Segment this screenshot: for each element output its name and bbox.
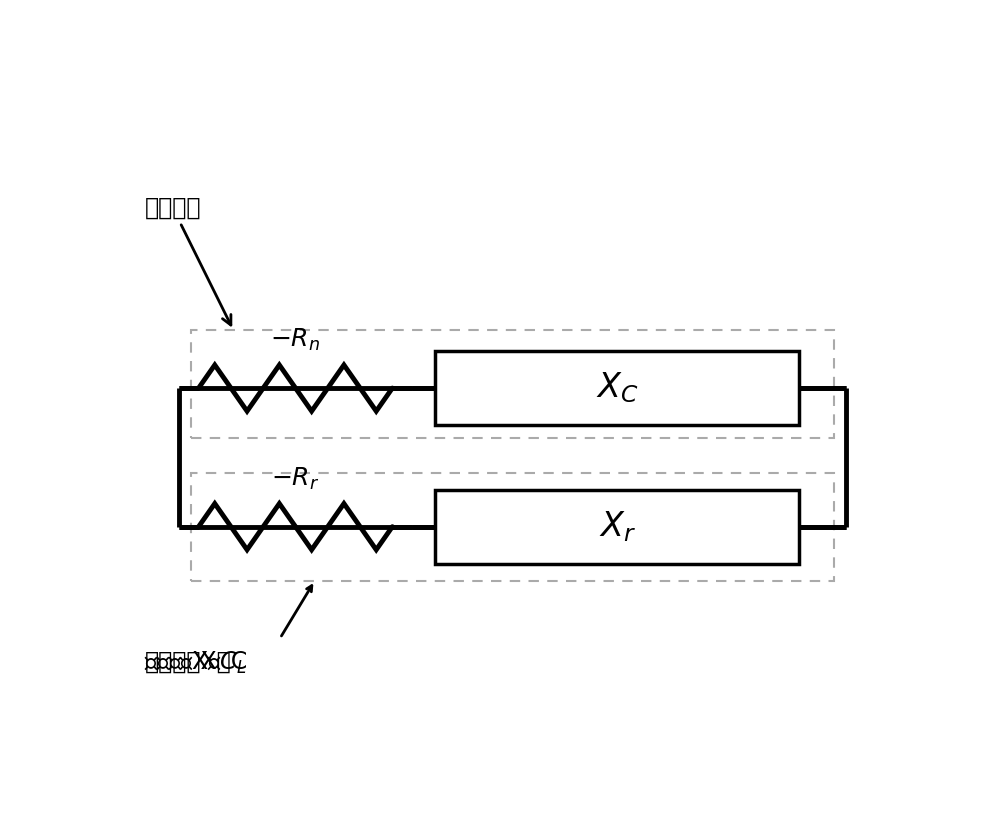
Text: 振荡器：X和C: 振荡器：X和C <box>144 650 248 674</box>
Text: $-R_r$: $-R_r$ <box>271 466 320 492</box>
Bar <box>435 490 799 564</box>
Text: 振荡器：X和C: 振荡器：X和C <box>152 650 255 674</box>
Bar <box>435 351 799 425</box>
Text: 振荡器：X和$C_L$: 振荡器：X和$C_L$ <box>144 650 247 676</box>
Text: 有源电路: 有源电路 <box>144 195 231 325</box>
Text: $X_r$: $X_r$ <box>599 510 636 544</box>
Text: $X_C$: $X_C$ <box>596 370 638 405</box>
Text: $-R_n$: $-R_n$ <box>270 327 321 354</box>
Bar <box>191 473 834 580</box>
Bar <box>191 330 834 438</box>
